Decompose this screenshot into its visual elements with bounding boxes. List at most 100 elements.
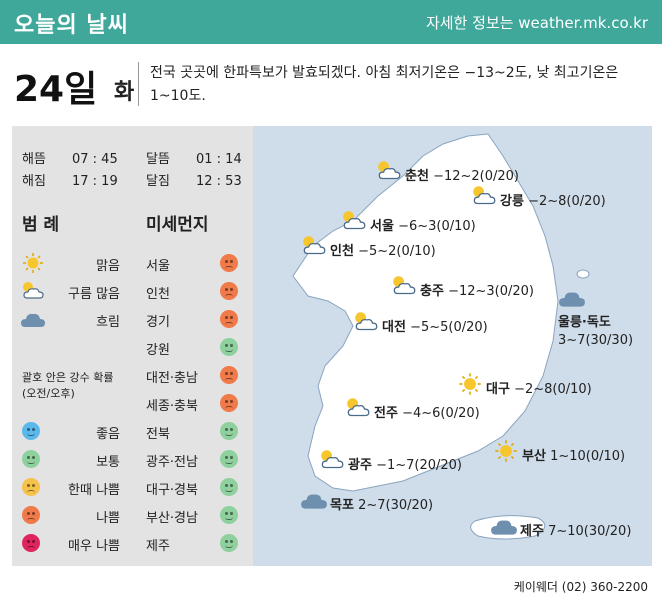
city-temp: −6~3	[398, 219, 437, 234]
grade-very-bad: 매우 나쁨	[20, 532, 120, 554]
city-precip-prob: (0/10)	[436, 219, 476, 234]
face-normal-icon	[220, 422, 238, 440]
ulleung-island	[576, 269, 590, 279]
partly-cloudy-icon	[378, 161, 401, 180]
dust-region: 광주·전남	[146, 448, 242, 470]
sunset-value: 17 : 19	[72, 174, 118, 189]
legend-partly-cloudy: 구름 많음	[20, 280, 120, 302]
face-bad-icon	[22, 506, 40, 524]
city-name: 부산	[522, 449, 546, 464]
city-precip-prob: (0/20)	[440, 406, 480, 421]
face-bad-icon	[220, 282, 238, 300]
dust-region-name: 제주	[146, 539, 170, 554]
ulleung-values: 3~7(30/30)	[558, 332, 633, 350]
ulleung-forecast: 울릉·독도 3~7(30/30)	[558, 292, 633, 350]
moonset-row: 달짐 12 : 53	[146, 170, 242, 189]
city-temp: −4~6	[402, 406, 441, 421]
dust-region-name: 세종·충북	[146, 399, 198, 414]
moonset-label: 달짐	[146, 174, 170, 189]
city-forecast: 제주 7~10(30/20)	[491, 520, 632, 539]
city-temp: 2~7	[358, 498, 386, 513]
sunrise-row: 해뜸 07 : 45	[22, 148, 118, 167]
face-normal-icon	[220, 506, 238, 524]
forecast-summary: 전국 곳곳에 한파특보가 발효되겠다. 아침 최저기온은 −13~2도, 낮 최…	[150, 65, 619, 104]
city-name: 목포	[330, 498, 354, 513]
dust-region-name: 강원	[146, 343, 170, 358]
dust-region-name: 경기	[146, 315, 170, 330]
face-bad-icon	[220, 394, 238, 412]
grade-very-bad-label: 매우 나쁨	[68, 539, 120, 554]
mainland-korea	[292, 133, 559, 492]
city-forecast: 대전 −5~5(0/20)	[355, 312, 488, 335]
city-precip-prob: (0/10)	[585, 449, 626, 464]
city-temp: −1~7	[376, 458, 415, 473]
legend-title: 범 례	[22, 215, 60, 235]
legend-sunny-label: 맑음	[96, 259, 120, 274]
city-precip-prob: (0/20)	[448, 320, 488, 335]
dust-region: 부산·경남	[146, 504, 242, 526]
dust-region-name: 서울	[146, 259, 170, 274]
dust-region-name: 대구·경북	[146, 483, 198, 498]
moonrise-label: 달뜸	[146, 152, 170, 167]
face-bit-bad-icon	[22, 478, 40, 496]
city-forecast: 대구 −2~8(0/10)	[459, 373, 592, 397]
city-temp: −5~2	[358, 244, 397, 259]
dust-region-name: 부산·경남	[146, 511, 198, 526]
sun-icon	[23, 253, 43, 273]
partly-cloudy-icon	[303, 236, 326, 255]
city-temp: −2~8	[514, 382, 553, 397]
face-bad-icon	[220, 366, 238, 384]
date-weekday: 화	[114, 80, 135, 105]
face-normal-icon	[220, 478, 238, 496]
footer-credit: 케이웨더 (02) 360-2200	[513, 580, 648, 594]
ulleung-prob: (30/30)	[585, 333, 634, 348]
face-normal-icon	[22, 450, 40, 468]
city-forecast: 충주 −12~3(0/20)	[393, 276, 534, 299]
partly-cloudy-icon	[23, 282, 44, 299]
info-panel: 해뜸 07 : 45 해짐 17 : 19 달뜸 01 : 14 달짐 12 : 53	[12, 126, 253, 566]
dust-region: 서울	[146, 252, 242, 274]
city-name: 제주	[520, 524, 544, 539]
date-day-number: 24일	[14, 69, 98, 110]
city-forecast: 목포 2~7(30/20)	[301, 494, 433, 513]
legend-partly-cloudy-label: 구름 많음	[68, 287, 120, 302]
city-name: 춘천	[405, 169, 429, 184]
city-forecast: 전주 −4~6(0/20)	[347, 398, 480, 421]
city-precip-prob: (0/20)	[479, 169, 520, 184]
cloud-icon	[559, 292, 585, 307]
header-site-link[interactable]: 자세한 정보는 weather.mk.co.kr	[425, 14, 648, 32]
partly-cloudy-icon	[321, 450, 344, 469]
city-forecast: 서울 −6~3(0/10)	[343, 211, 476, 234]
city-name: 광주	[348, 458, 372, 473]
partly-cloudy-icon	[343, 211, 366, 230]
grade-good-label: 좋음	[96, 427, 120, 442]
legend-cloudy-label: 흐림	[96, 315, 120, 330]
grade-normal: 보통	[20, 448, 120, 470]
city-name: 인천	[330, 244, 354, 259]
dust-title: 미세먼지	[146, 215, 209, 235]
legend-cloudy: 흐림	[20, 308, 120, 330]
city-temp: −5~5	[410, 320, 449, 335]
grade-bit-bad: 한때 나쁨	[20, 476, 120, 498]
grade-good: 좋음	[20, 420, 120, 442]
sun-icon	[459, 373, 481, 395]
sunset-label: 해짐	[22, 174, 46, 189]
sun-icon	[495, 440, 517, 462]
moonset-value: 12 : 53	[196, 174, 242, 189]
city-precip-prob: (30/20)	[583, 524, 632, 539]
sunrise-label: 해뜸	[22, 152, 46, 167]
city-temp: 1~10	[550, 449, 586, 464]
city-forecast: 광주 −1~7(20/20)	[321, 450, 462, 473]
dust-region: 대구·경북	[146, 476, 242, 498]
city-precip-prob: (0/20)	[566, 194, 606, 209]
dust-region: 인천	[146, 280, 242, 302]
date-block: 24일 화	[14, 60, 134, 110]
dust-region: 대전·충남	[146, 364, 242, 386]
face-bad-icon	[220, 254, 238, 272]
face-very-bad-icon	[22, 534, 40, 552]
grade-normal-label: 보통	[96, 455, 120, 470]
grade-bad: 나쁨	[20, 504, 120, 526]
face-normal-icon	[220, 338, 238, 356]
weather-map	[253, 126, 652, 566]
cloud-icon	[301, 494, 327, 509]
